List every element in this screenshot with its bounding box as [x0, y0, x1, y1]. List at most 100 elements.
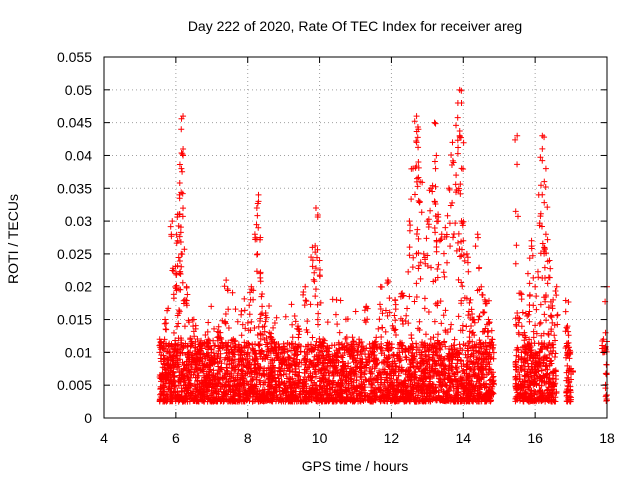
data-point	[335, 369, 342, 376]
data-point	[168, 396, 175, 403]
data-point	[464, 384, 471, 391]
data-point	[304, 345, 311, 352]
data-point	[225, 383, 232, 390]
data-point	[366, 376, 373, 383]
data-point	[551, 322, 558, 329]
y-tick-label: 0.01	[65, 344, 92, 360]
data-point	[470, 353, 477, 360]
data-point	[366, 358, 373, 365]
data-point	[565, 396, 572, 403]
data-point	[552, 394, 559, 401]
data-point	[239, 321, 246, 328]
data-point	[465, 308, 472, 315]
data-point	[303, 383, 310, 390]
data-point	[422, 348, 429, 355]
data-point	[413, 294, 420, 301]
data-point	[520, 378, 527, 385]
data-point	[426, 361, 433, 368]
data-point	[219, 344, 226, 351]
data-point	[552, 337, 559, 344]
data-point	[338, 390, 345, 397]
data-point	[382, 307, 389, 314]
data-point	[343, 340, 350, 347]
data-point	[388, 396, 395, 403]
data-point	[375, 325, 382, 332]
data-point	[483, 384, 490, 391]
data-point	[174, 262, 181, 269]
data-point	[315, 355, 322, 362]
data-point	[427, 341, 434, 348]
data-point	[361, 307, 368, 314]
data-point	[431, 158, 438, 165]
data-point	[537, 154, 544, 161]
data-point	[424, 263, 431, 270]
data-point	[533, 306, 540, 313]
data-point	[545, 331, 552, 338]
data-point	[170, 389, 177, 396]
data-point	[257, 315, 264, 322]
data-point	[310, 362, 317, 369]
data-point	[544, 236, 551, 243]
data-point	[415, 388, 422, 395]
data-point	[156, 397, 163, 404]
data-point	[180, 366, 187, 373]
data-point	[542, 398, 549, 405]
data-point	[468, 323, 475, 330]
data-point	[425, 382, 432, 389]
data-point	[414, 394, 421, 401]
data-point	[230, 389, 237, 396]
data-point	[295, 363, 302, 370]
data-point	[440, 250, 447, 257]
data-point	[397, 357, 404, 364]
data-point	[164, 397, 171, 404]
data-point	[176, 270, 183, 277]
data-point	[261, 386, 268, 393]
data-point	[406, 366, 413, 373]
data-point	[528, 378, 535, 385]
data-point	[392, 317, 399, 324]
data-point	[243, 351, 250, 358]
data-point	[375, 384, 382, 391]
data-point	[453, 122, 460, 129]
data-point	[427, 398, 434, 405]
data-point	[391, 312, 398, 319]
data-point	[179, 213, 186, 220]
data-point	[417, 275, 424, 282]
data-point	[545, 274, 552, 281]
data-point	[528, 340, 535, 347]
data-point	[336, 345, 343, 352]
data-point	[433, 248, 440, 255]
data-point	[541, 134, 548, 141]
data-point	[487, 343, 494, 350]
data-point	[316, 382, 323, 389]
data-point	[182, 340, 189, 347]
data-point	[430, 278, 437, 285]
data-point	[475, 265, 482, 272]
data-point	[178, 263, 185, 270]
data-point	[378, 374, 385, 381]
data-point	[257, 397, 264, 404]
data-point	[430, 381, 437, 388]
data-point	[392, 397, 399, 404]
data-point	[539, 191, 546, 198]
data-point	[248, 378, 255, 385]
data-point	[361, 395, 368, 402]
data-point	[486, 366, 493, 373]
data-point	[414, 134, 421, 141]
data-point	[538, 332, 545, 339]
data-point	[450, 387, 457, 394]
data-point	[378, 379, 385, 386]
data-point	[488, 327, 495, 334]
data-point	[345, 382, 352, 389]
data-point	[385, 278, 392, 285]
data-point	[530, 302, 537, 309]
data-point	[192, 338, 199, 345]
data-point	[397, 293, 404, 300]
data-point	[464, 254, 471, 261]
data-point	[377, 371, 384, 378]
data-point	[238, 367, 245, 374]
y-tick-label: 0.045	[57, 115, 92, 131]
data-point	[176, 393, 183, 400]
data-point	[371, 375, 378, 382]
data-point	[429, 368, 436, 375]
